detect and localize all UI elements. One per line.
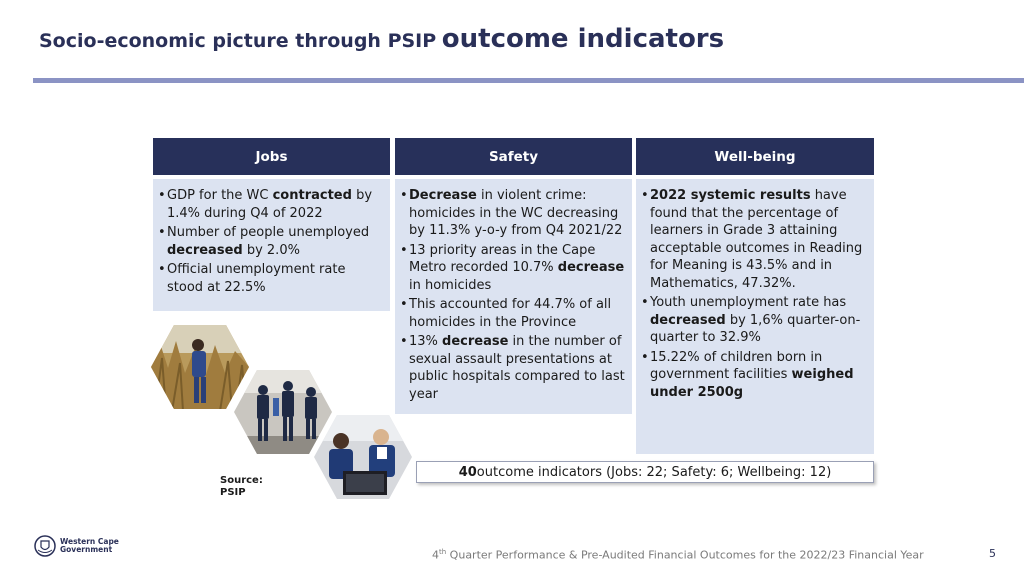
bullet-list-safety: Decrease in violent crime: homicides in … <box>397 187 626 403</box>
column-header-safety: Safety <box>395 138 632 175</box>
bullet-item: Youth unemployment rate has decreased by… <box>638 294 868 347</box>
logo-line-2: Government <box>60 545 113 554</box>
bullet-emphasis: decrease <box>557 260 625 275</box>
bullet-text: 13 priority areas in the Cape Metro reco… <box>409 242 596 276</box>
photo-school-learners <box>314 415 412 499</box>
bullet-item: 13% decrease in the number of sexual ass… <box>397 333 626 403</box>
bullet-text: in homicides <box>409 277 492 293</box>
bullet-text: 15.22% of children born in government fa… <box>650 349 823 383</box>
source-note: Source: PSIP <box>220 475 263 499</box>
bullet-text: Youth unemployment rate has <box>650 295 847 310</box>
bullet-text: This accounted for 44.7% of all homicide… <box>409 297 612 330</box>
bullet-emphasis: 2022 systemic results <box>650 188 811 203</box>
bullet-text: in violent crime: homicides in the WC de… <box>409 188 623 238</box>
bullet-text: GDP for the WC <box>167 188 273 203</box>
summary-count: 40 <box>458 464 477 480</box>
slide-title-emphasis: outcome indicators <box>441 24 725 54</box>
source-value: PSIP <box>220 487 246 498</box>
bullet-list-wellbeing: 2022 systemic results have found that th… <box>638 187 868 401</box>
title-divider <box>33 78 1024 83</box>
bullet-item: Decrease in violent crime: homicides in … <box>397 187 626 240</box>
footer-caption: 4th Quarter Performance & Pre-Audited Fi… <box>432 548 924 562</box>
bullet-list-jobs: GDP for the WC contracted by 1.4% during… <box>155 187 384 296</box>
logo-line-1: Western Cape <box>60 537 119 546</box>
source-label: Source: <box>220 475 263 486</box>
outcome-indicators-summary: 40 outcome indicators (Jobs: 22; Safety:… <box>416 461 874 483</box>
slide-title: Socio-economic picture through PSIP outc… <box>39 24 724 54</box>
column-body-safety: Decrease in violent crime: homicides in … <box>395 179 632 414</box>
column-header-jobs: Jobs <box>153 138 390 175</box>
coat-of-arms-icon <box>34 535 56 557</box>
western-cape-logo: Western Cape Government <box>34 535 119 557</box>
bullet-item: 15.22% of children born in government fa… <box>638 349 868 402</box>
bullet-text: 13% <box>409 334 443 349</box>
footer-superscript: th <box>439 548 447 556</box>
photo-police-officers <box>234 370 332 454</box>
bullet-emphasis: Decrease <box>409 188 477 203</box>
bullet-text: by 2.0% <box>242 242 300 258</box>
bullet-text: in the number of sexual assault presenta… <box>409 334 625 402</box>
bullet-item: Official unemployment rate stood at 22.5… <box>155 261 384 296</box>
bullet-item: GDP for the WC contracted by 1.4% during… <box>155 187 384 222</box>
bullet-text: Number of people unemployed <box>167 225 370 240</box>
bullet-item: 13 priority areas in the Cape Metro reco… <box>397 242 626 295</box>
bullet-text: have found that the percentage of learne… <box>650 188 863 291</box>
bullet-text: Official unemployment rate stood at 22.5… <box>167 262 346 295</box>
footer-text: Quarter Performance & Pre-Audited Financ… <box>446 548 924 562</box>
bullet-item: This accounted for 44.7% of all homicide… <box>397 296 626 331</box>
column-header-wellbeing: Well-being <box>636 138 874 175</box>
bullet-item: Number of people unemployed decreased by… <box>155 224 384 259</box>
bullet-emphasis: weighed under 2500g <box>650 367 854 400</box>
bullet-text: by 1.4% during Q4 of 2022 <box>167 188 373 221</box>
page-number: 5 <box>989 547 996 560</box>
bullet-emphasis: decreased <box>650 312 726 328</box>
bullet-emphasis: decreased <box>167 242 243 258</box>
summary-text: outcome indicators (Jobs: 22; Safety: 6;… <box>476 464 832 480</box>
bullet-emphasis: contracted <box>272 188 352 203</box>
bullet-text: by 1,6% quarter-on-quarter to 32.9% <box>650 312 861 346</box>
column-body-wellbeing: 2022 systemic results have found that th… <box>636 179 874 454</box>
slide-title-prefix: Socio-economic picture through PSIP <box>39 30 437 52</box>
column-body-jobs: GDP for the WC contracted by 1.4% during… <box>153 179 390 311</box>
bullet-item: 2022 systemic results have found that th… <box>638 187 868 292</box>
bullet-emphasis: decrease <box>442 334 509 349</box>
photo-farm-worker <box>151 325 249 409</box>
footer-prefix: 4 <box>432 548 439 562</box>
